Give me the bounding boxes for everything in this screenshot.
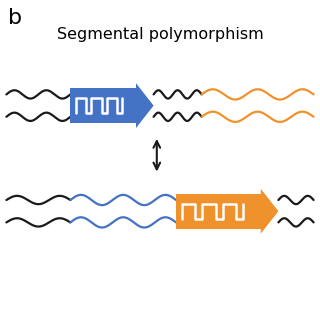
Bar [176,194,261,229]
Polygon shape [136,83,154,128]
Polygon shape [261,189,278,234]
Bar [70,88,136,123]
Text: Segmental polymorphism: Segmental polymorphism [57,27,263,42]
Text: b: b [8,8,22,28]
